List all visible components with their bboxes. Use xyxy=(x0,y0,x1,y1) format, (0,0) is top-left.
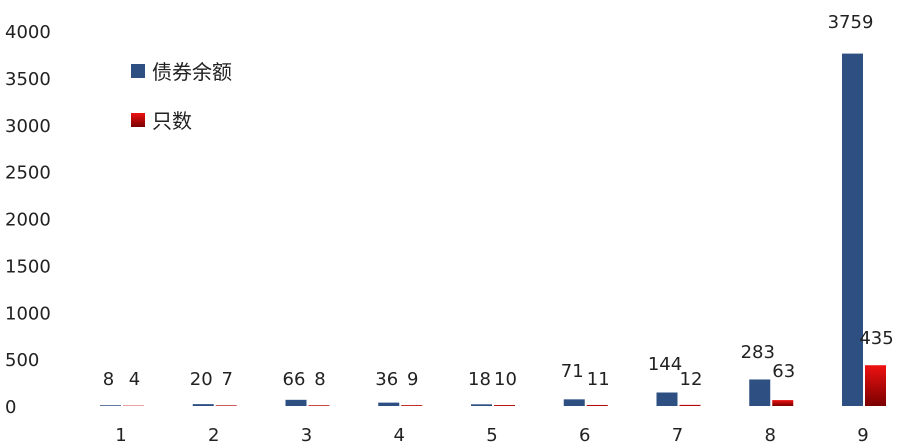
legend-swatch-count xyxy=(131,113,145,127)
bar-balance xyxy=(100,405,121,406)
bar-balance xyxy=(749,379,771,406)
value-label-balance: 66 xyxy=(283,369,306,390)
bar-count xyxy=(494,405,515,406)
value-label-count: 10 xyxy=(494,369,517,390)
value-label-balance: 283 xyxy=(741,342,775,363)
legend-swatch-balance xyxy=(131,64,145,78)
legend-label-balance: 债券余额 xyxy=(152,60,232,84)
bar-count xyxy=(865,365,886,406)
x-tick-label: 2 xyxy=(208,425,219,446)
x-tick-label: 7 xyxy=(672,425,683,446)
value-label-balance: 144 xyxy=(648,354,682,375)
value-label-count: 435 xyxy=(859,328,893,349)
value-label-balance: 18 xyxy=(468,369,491,390)
value-label-balance: 71 xyxy=(561,361,584,382)
bar-balance xyxy=(378,402,400,406)
y-tick-label: 4000 xyxy=(5,22,51,43)
x-tick-label: 9 xyxy=(857,425,868,446)
bar-count xyxy=(586,404,608,406)
value-label-count: 12 xyxy=(680,369,703,390)
bar-balance xyxy=(471,404,492,406)
bar-balance xyxy=(192,404,214,406)
value-label-count: 11 xyxy=(587,369,610,390)
y-tick-label: 3000 xyxy=(5,116,51,137)
bar-count xyxy=(401,405,423,406)
x-axis: 1 2 3 4 5 6 7 8 9 xyxy=(115,425,868,446)
value-label-count: 4 xyxy=(129,369,140,390)
y-axis: 0 500 1000 1500 2000 2500 3000 3500 4000 xyxy=(5,22,51,418)
value-label-count: 63 xyxy=(772,361,795,382)
y-tick-label: 3500 xyxy=(5,69,51,90)
y-tick-label: 1500 xyxy=(5,256,51,277)
bar-count xyxy=(679,404,701,406)
value-label-count: 7 xyxy=(222,369,233,390)
y-tick-label: 2000 xyxy=(5,210,51,231)
bar-balance xyxy=(656,392,678,406)
y-tick-label: 1000 xyxy=(5,303,51,324)
bar-count xyxy=(215,405,237,406)
value-label-balance: 3759 xyxy=(828,12,874,33)
x-tick-label: 4 xyxy=(394,425,405,446)
y-tick-label: 2500 xyxy=(5,163,51,184)
bar-balance xyxy=(563,399,585,406)
value-label-balance: 20 xyxy=(190,369,213,390)
bar-balance xyxy=(285,399,307,406)
bars xyxy=(100,53,886,406)
x-tick-label: 6 xyxy=(579,425,590,446)
value-label-count: 8 xyxy=(314,369,325,390)
value-label-count: 9 xyxy=(407,369,418,390)
x-tick-label: 5 xyxy=(486,425,497,446)
bar-balance xyxy=(842,53,863,406)
bar-count xyxy=(772,400,794,406)
y-tick-label: 500 xyxy=(5,350,39,371)
legend-label-count: 只数 xyxy=(152,109,192,133)
value-label-balance: 36 xyxy=(375,369,398,390)
y-tick-label: 0 xyxy=(5,397,16,418)
value-label-balance: 8 xyxy=(103,369,114,390)
x-tick-label: 3 xyxy=(301,425,312,446)
x-tick-label: 1 xyxy=(115,425,126,446)
x-tick-label: 8 xyxy=(765,425,776,446)
bar-count xyxy=(308,405,330,406)
